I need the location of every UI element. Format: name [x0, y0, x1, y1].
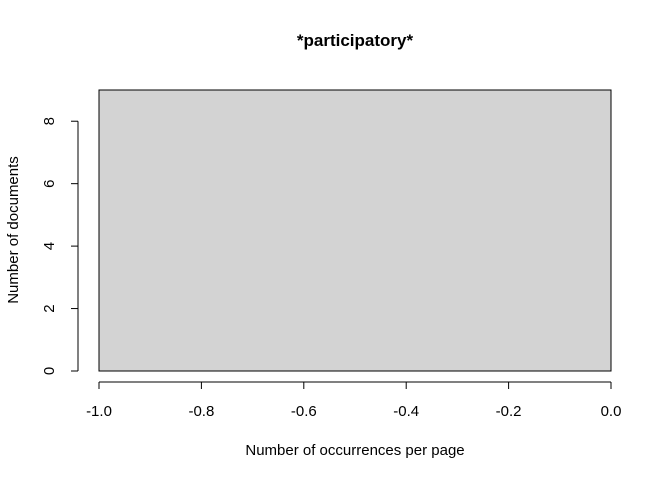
- x-tick-label: -0.8: [188, 403, 214, 420]
- y-axis: 0 2 4 6 8: [41, 117, 79, 375]
- x-tick-label: 0.0: [601, 403, 622, 420]
- y-tick-label: 6: [41, 179, 58, 187]
- x-tick-label: -0.6: [291, 403, 317, 420]
- x-axis-label: Number of occurrences per page: [245, 442, 464, 459]
- x-tick-label: -0.2: [496, 403, 522, 420]
- y-tick-label: 0: [41, 367, 58, 375]
- x-tick-label: -1.0: [86, 403, 112, 420]
- bar-group: [98, 89, 612, 372]
- x-tick-label: -0.4: [393, 403, 419, 420]
- y-tick-label: 8: [41, 117, 58, 125]
- x-axis: -1.0 -0.8 -0.6 -0.4 -0.2 0.0: [86, 381, 622, 420]
- y-tick-label: 2: [41, 304, 58, 312]
- y-axis-label: Number of documents: [5, 156, 22, 304]
- bar-0: [98, 89, 612, 372]
- chart-title: *participatory*: [297, 31, 414, 50]
- y-tick-label: 4: [41, 242, 58, 250]
